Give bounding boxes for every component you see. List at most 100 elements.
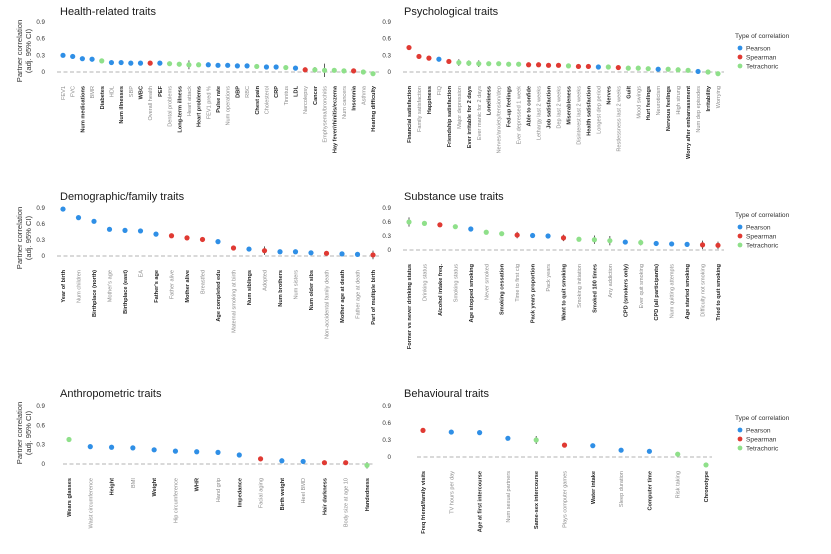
data-point xyxy=(292,65,299,71)
x-tick-label: FEV1 pred % xyxy=(206,86,212,119)
y-tick-label: 0.9 xyxy=(36,19,45,26)
y-tick-label: 0.3 xyxy=(36,442,45,449)
x-tick-label: High strung xyxy=(676,86,682,115)
x-tick-label: Wears glasses xyxy=(67,478,73,517)
x-tick-label: Ever depressed 1 week xyxy=(517,86,523,145)
data-point xyxy=(66,436,72,443)
x-tick-label: Able to confide xyxy=(527,86,533,126)
data-point xyxy=(370,252,376,258)
y-tick-label: 0.3 xyxy=(36,52,45,59)
x-tick-label: Hurt feelings xyxy=(646,86,652,120)
data-point xyxy=(263,64,270,70)
x-tick-label: Nerves xyxy=(606,86,612,105)
x-tick-label: DBP xyxy=(235,86,241,98)
data-point xyxy=(576,236,582,242)
data-point xyxy=(122,227,128,233)
x-tick-label: Part of multiple birth xyxy=(371,269,377,324)
data-point xyxy=(685,67,691,73)
data-point xyxy=(416,53,422,60)
x-tick-label: Alcohol intake freq. xyxy=(438,264,444,316)
x-tick-label: Health satisfaction xyxy=(586,85,592,135)
x-tick-label: Age completed edu xyxy=(216,269,222,321)
data-point xyxy=(703,462,709,468)
y-axis-title-line2: (adj. 95% CI) xyxy=(24,410,33,455)
x-tick-label: Financial satisfaction xyxy=(407,85,413,142)
legend-label-spearman: Spearman xyxy=(746,436,777,443)
panel-title: Demographic/family traits xyxy=(60,191,185,203)
x-tick-label: Tinnitus xyxy=(284,86,290,106)
x-tick-label: Birthplace (north) xyxy=(92,270,98,317)
data-point xyxy=(186,62,192,68)
data-point xyxy=(176,61,182,67)
data-point xyxy=(456,59,462,66)
x-tick-label: Year of birth xyxy=(61,269,67,302)
y-axis-title-line1: Partner correlation xyxy=(15,20,24,82)
x-tick-label: Sleep duration xyxy=(619,471,625,507)
x-tick-label: Num children xyxy=(77,270,83,303)
y-tick-label: 0 xyxy=(42,69,46,76)
x-tick-label: Same-sex intercourse xyxy=(534,471,540,529)
data-point xyxy=(483,229,489,235)
x-tick-label: Nervous feelings xyxy=(666,86,672,131)
data-point xyxy=(79,56,85,62)
legend-marker-spearman xyxy=(737,54,743,60)
data-point xyxy=(505,435,511,441)
data-point xyxy=(205,62,211,68)
data-point xyxy=(635,65,641,71)
y-tick-label: 0.6 xyxy=(382,36,391,43)
x-tick-label: Restlessness last 2 weeks xyxy=(616,86,622,152)
data-point xyxy=(130,445,136,451)
y-tick-label: 0.6 xyxy=(36,36,45,43)
x-tick-label: HDL xyxy=(109,86,115,97)
x-tick-label: Difficulty not smoking xyxy=(701,264,707,317)
data-point xyxy=(70,53,76,60)
legend: Type of correlation Pearson Spearman Tet… xyxy=(735,415,790,452)
legend-marker-tetrachoric xyxy=(737,63,743,69)
data-point xyxy=(437,222,443,228)
x-tick-label: Worrying xyxy=(716,86,722,108)
y-tick-label: 0.6 xyxy=(36,221,45,228)
data-point xyxy=(230,245,237,251)
data-point xyxy=(279,458,285,464)
panel-title: Substance use traits xyxy=(404,191,504,203)
data-point xyxy=(516,61,522,67)
x-tick-label: EA xyxy=(139,270,145,278)
data-point xyxy=(370,71,376,77)
x-tick-label: Heart attack xyxy=(187,86,193,116)
data-point xyxy=(514,232,520,238)
x-tick-label: Mother's age xyxy=(108,270,114,302)
data-point xyxy=(530,232,536,239)
x-tick-label: Guilt xyxy=(626,86,632,99)
data-point xyxy=(60,206,66,212)
data-point xyxy=(199,236,206,243)
data-point xyxy=(715,242,721,248)
x-tick-label: Longest dep period xyxy=(596,86,602,134)
y-tick-label: 0.3 xyxy=(382,437,391,444)
x-tick-label: Num older sibs xyxy=(309,270,315,310)
x-tick-label: Hair darkness xyxy=(322,478,328,515)
panel-anthropometric-traits: Anthropometric traits 0.9 0.6 0.3 0 Wears gl… xyxy=(36,388,373,528)
x-tick-label: FEV1 xyxy=(61,86,67,100)
x-tick-label: SBP xyxy=(129,86,135,97)
data-point xyxy=(244,63,250,69)
x-tick-label: Num quitting attempts xyxy=(670,264,676,319)
x-tick-label: RBC xyxy=(245,86,251,98)
y-tick-label: 0.6 xyxy=(382,420,391,427)
data-point xyxy=(695,68,701,75)
x-tick-label: Former vs never drinking status xyxy=(407,264,413,349)
data-point xyxy=(715,71,721,77)
data-point xyxy=(477,430,483,436)
x-tick-label: Maternal smoking at birth xyxy=(232,270,238,333)
panel-title: Psychological traits xyxy=(404,6,499,18)
data-point xyxy=(506,61,512,67)
x-tick-label: Hay fever/rhinitis/eczema xyxy=(332,85,338,153)
data-point xyxy=(341,68,347,74)
data-point xyxy=(91,218,97,224)
data-point xyxy=(526,62,532,68)
y-tick-label: 0.9 xyxy=(382,19,391,26)
x-tick-label: Insomnia xyxy=(352,85,358,110)
x-tick-label: Fed-up feelings xyxy=(507,86,513,127)
x-tick-label: Pulse rate xyxy=(216,86,222,113)
data-point xyxy=(406,219,412,225)
